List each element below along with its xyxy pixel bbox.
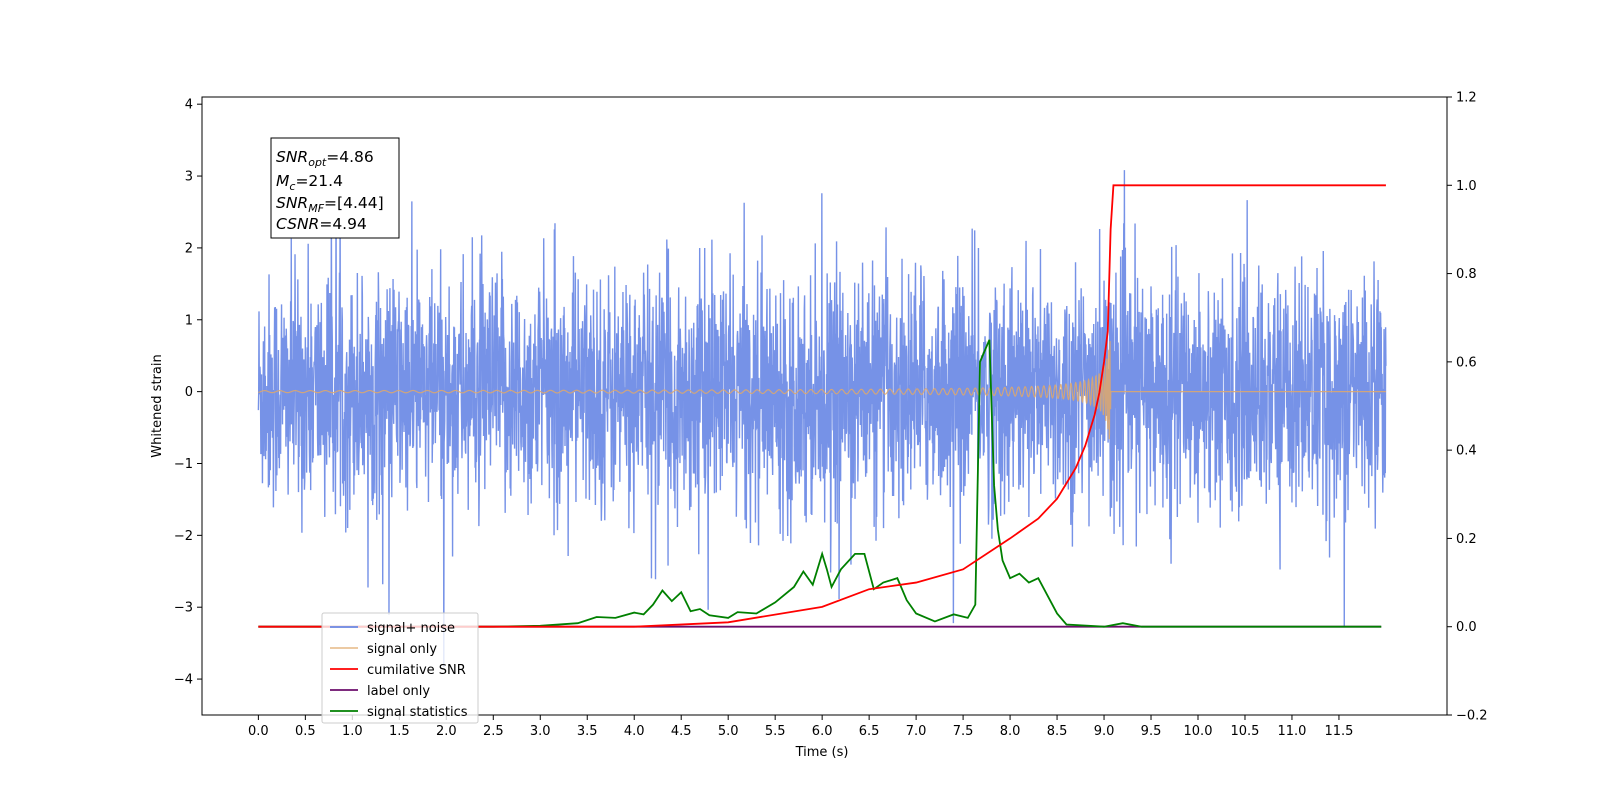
x-tick-label: 3.0 [530, 724, 551, 739]
y-tick-label: −1 [174, 457, 193, 472]
x-tick-label: 10.5 [1231, 724, 1260, 739]
axes-frame [201, 96, 1448, 716]
series-signal-only [258, 340, 1386, 440]
csnr-text: CSNR=4.94 [276, 215, 367, 233]
legend: signal+ noise signal only cumilative SNR la… [321, 612, 479, 724]
x-tick-label: 7.0 [906, 724, 927, 739]
y-tick-label: 0 [185, 385, 193, 400]
series-signal-noise [257, 170, 1387, 668]
legend-label: signal statistics [367, 705, 468, 720]
y-axis-label: Whitened strain [150, 354, 165, 457]
info-box-frame [270, 137, 400, 239]
y-tick-label: 3 [185, 170, 193, 185]
x-tick-label: 6.0 [812, 724, 833, 739]
y-tick-label: 4 [185, 98, 193, 113]
y2-tick-label: 0.4 [1456, 444, 1477, 459]
legend-label: cumilative SNR [367, 663, 466, 678]
legend-label: label only [367, 684, 430, 699]
x-tick-label: 2.0 [436, 724, 457, 739]
y2-tick-label: 0.6 [1456, 355, 1477, 370]
x-tick-label: 0.5 [295, 724, 316, 739]
snr-opt-text: SNRopt=4.86 [276, 148, 374, 169]
x-tick-label: 8.0 [1000, 724, 1021, 739]
y-tick-label: 2 [185, 241, 193, 256]
y2-axis-ticks: 1.2 1.0 0.8 0.6 0.4 0.2 0.0 −0.2 [1447, 91, 1488, 724]
y2-tick-label: −0.2 [1456, 709, 1488, 724]
x-tick-label: 8.5 [1047, 724, 1068, 739]
x-tick-label: 5.5 [765, 724, 786, 739]
x-tick-label: 0.0 [248, 724, 269, 739]
y-tick-label: −4 [174, 673, 193, 688]
y-tick-label: 1 [185, 313, 193, 328]
y2-tick-label: 0.0 [1456, 620, 1477, 635]
y-tick-label: −2 [174, 529, 193, 544]
snr-mf-text: SNRMF=[4.44] [276, 194, 384, 215]
chirp-mass-text: Mc=21.4 [276, 172, 343, 193]
x-tick-label: 6.5 [859, 724, 880, 739]
x-tick-label: 1.0 [342, 724, 363, 739]
y-axis-ticks: 4 3 2 1 0 −1 −2 −3 −4 [174, 98, 202, 688]
y2-tick-label: 1.0 [1456, 179, 1477, 194]
x-tick-label: 11.0 [1277, 724, 1306, 739]
series-cumilative-snr [258, 184, 1386, 628]
x-tick-label: 5.0 [718, 724, 739, 739]
info-box: SNRopt=4.86 Mc=21.4 SNRMF=[4.44] CSNR=4.… [270, 137, 400, 239]
x-axis-ticks: 0.0 0.5 1.0 1.5 2.0 2.5 3.0 3.5 4.0 4.5 5.0 5.5 6.0 6… [248, 715, 1353, 739]
x-tick-label: 11.5 [1324, 724, 1353, 739]
y-tick-label: −3 [174, 601, 193, 616]
x-tick-label: 3.5 [577, 724, 598, 739]
legend-frame [321, 612, 479, 724]
y2-tick-label: 0.8 [1456, 267, 1477, 282]
signal-noise-layer [257, 170, 1387, 668]
x-tick-label: 9.5 [1141, 724, 1162, 739]
x-tick-label: 10.0 [1184, 724, 1213, 739]
x-tick-label: 1.5 [389, 724, 410, 739]
x-axis-label: Time (s) [795, 745, 849, 760]
legend-label: signal only [367, 642, 437, 657]
x-tick-label: 4.0 [624, 724, 645, 739]
y2-tick-label: 0.2 [1456, 532, 1477, 547]
x-tick-label: 9.0 [1094, 724, 1115, 739]
x-tick-label: 2.5 [483, 724, 504, 739]
signal-only-layer [258, 340, 1386, 440]
series-signal-statistics [258, 339, 1382, 628]
x-tick-label: 7.5 [953, 724, 974, 739]
y2-tick-label: 1.2 [1456, 91, 1477, 106]
legend-entries: signal+ noise signal only cumilative SNR la… [330, 621, 468, 720]
legend-label: signal+ noise [367, 621, 455, 636]
x-tick-label: 4.5 [671, 724, 692, 739]
